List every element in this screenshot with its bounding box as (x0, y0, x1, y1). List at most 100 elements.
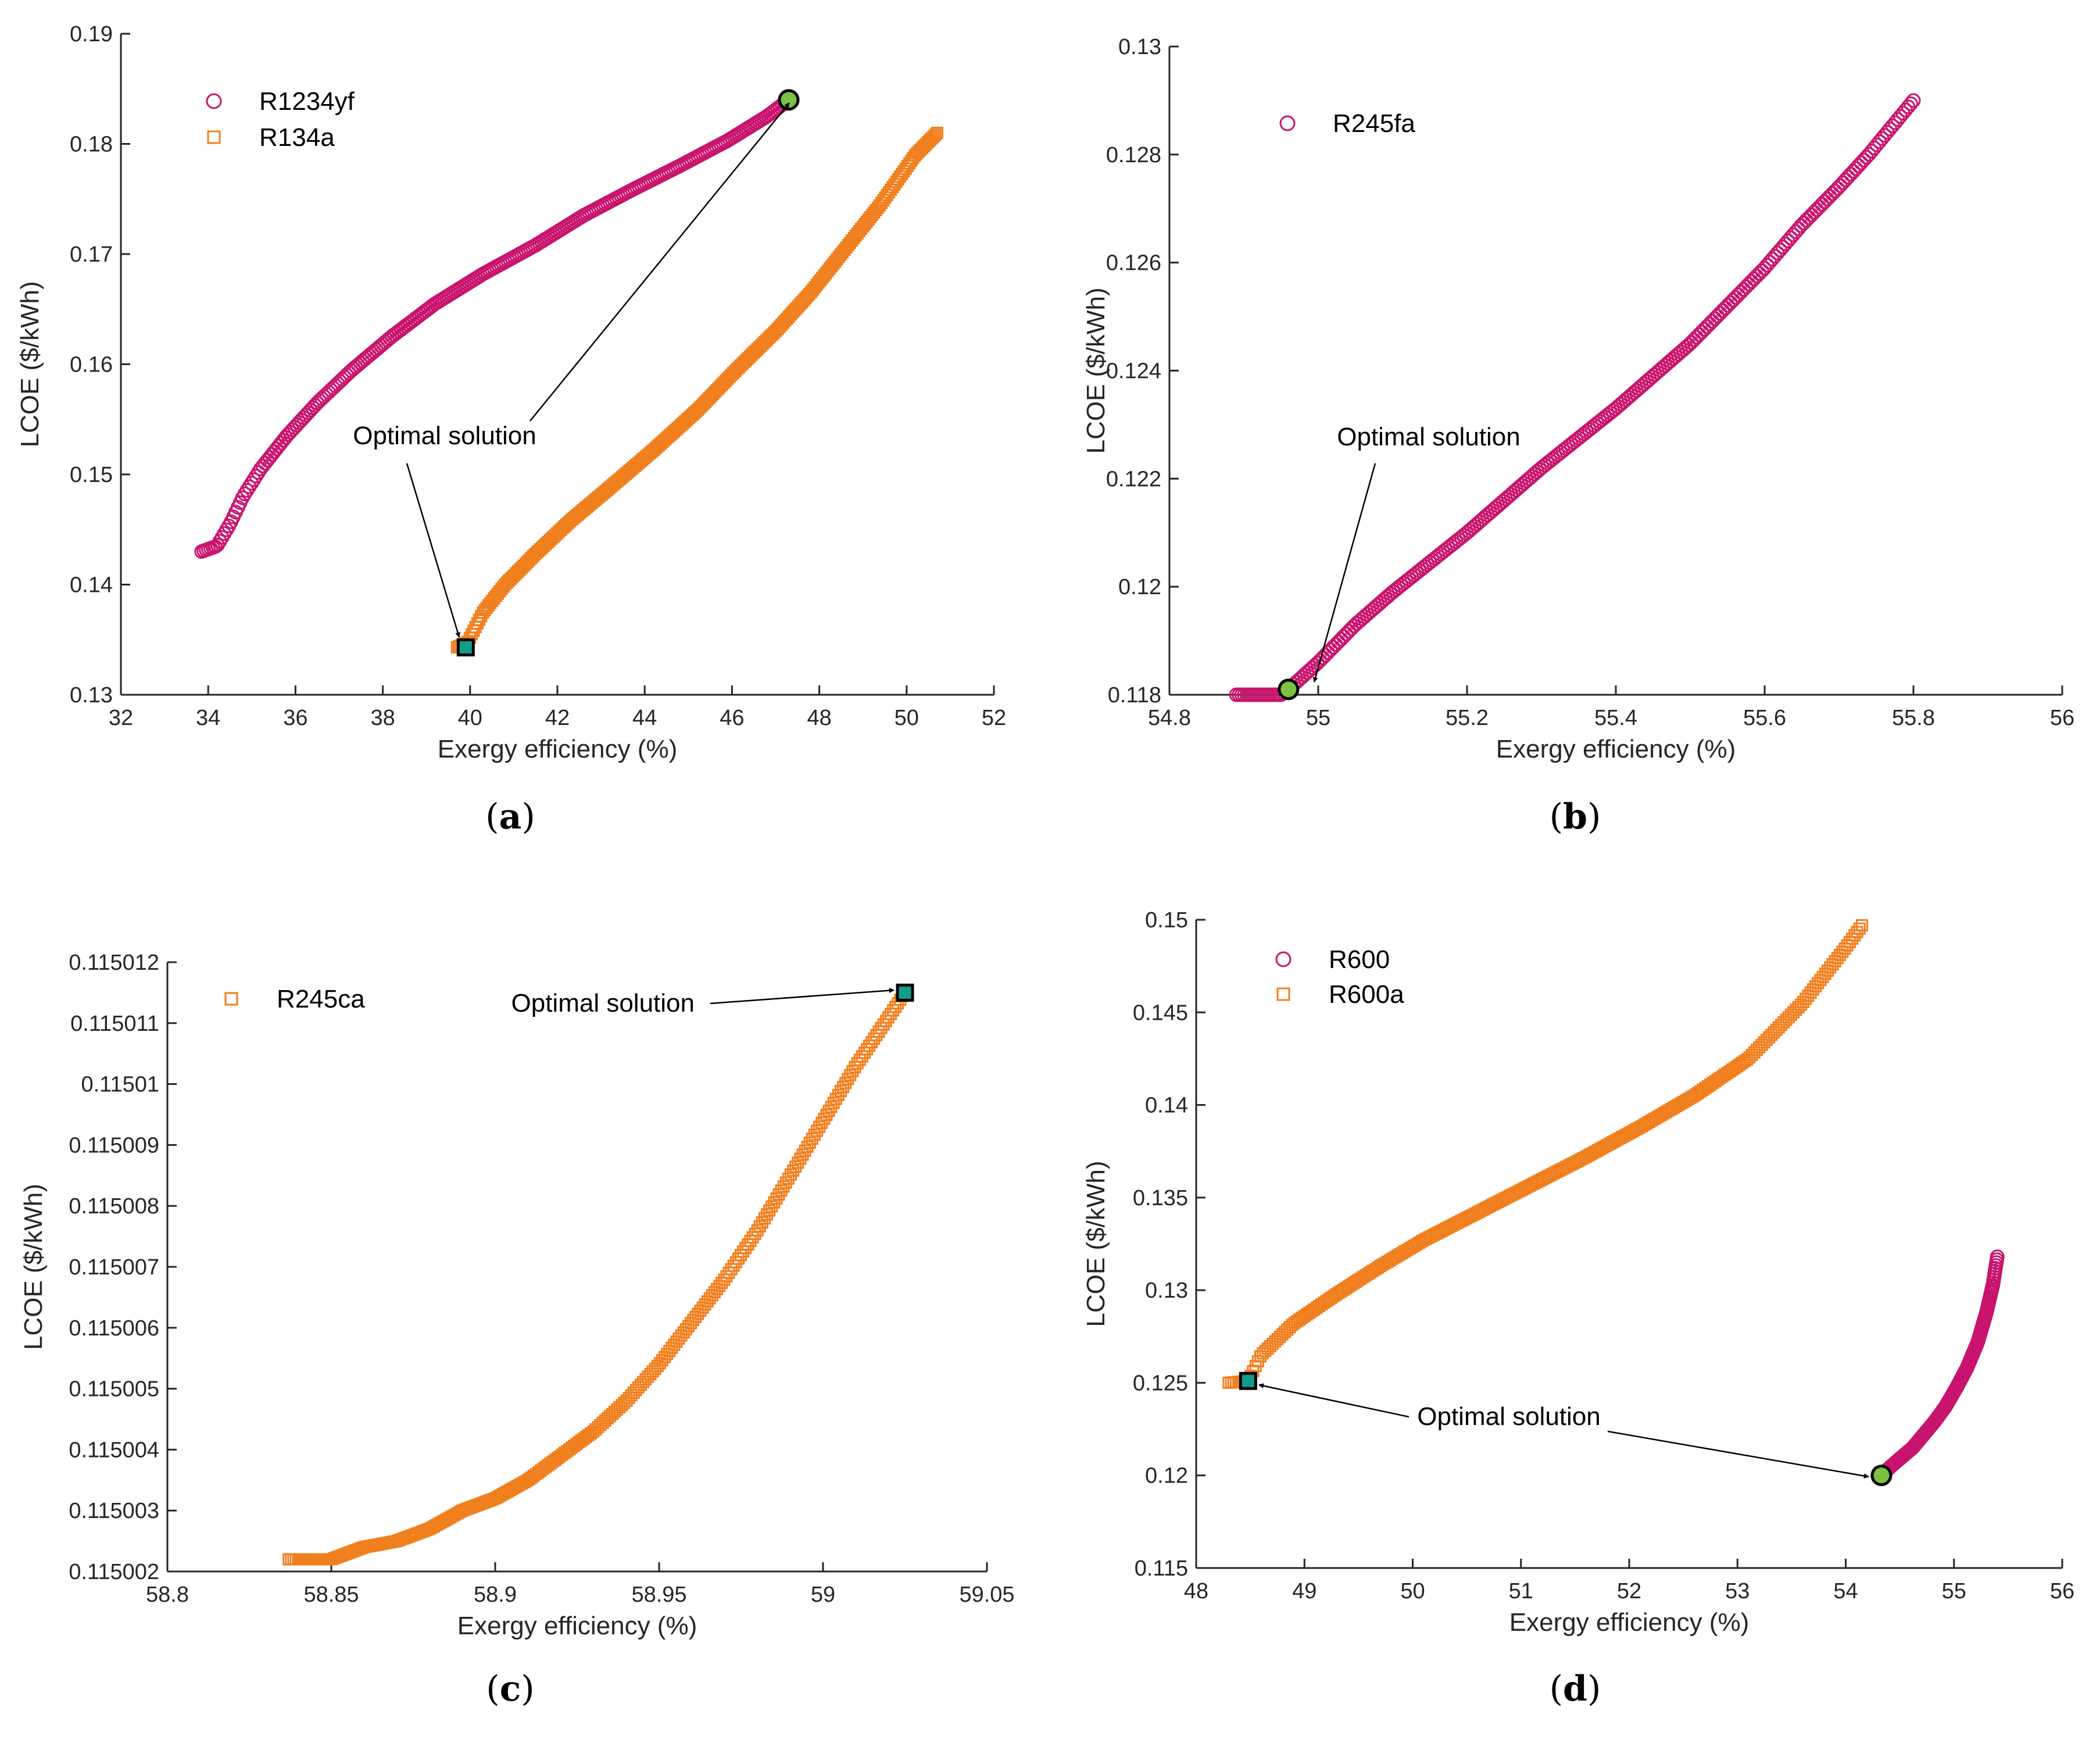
data-point (1817, 194, 1832, 209)
series-R245fa (1229, 93, 1921, 702)
data-point (1681, 337, 1696, 352)
data-point (1326, 640, 1341, 655)
data-point (1723, 295, 1738, 310)
x-tick-label: 54 (1833, 1579, 1858, 1603)
optimal-solution-marker (456, 638, 475, 657)
data-point (1796, 215, 1811, 230)
caption-open-paren: ( (486, 1669, 499, 1709)
y-tick-label: 0.14 (1145, 1094, 1188, 1118)
x-tick-label: 50 (895, 706, 919, 730)
caption-open-paren: ( (485, 797, 499, 837)
data-point (1700, 319, 1715, 334)
y-tick-label: 0.19 (70, 22, 113, 47)
data-point (239, 483, 255, 498)
y-tick-label: 0.126 (1106, 251, 1161, 276)
x-tick-label: 59 (811, 1583, 835, 1607)
caption-open-paren: ( (1550, 797, 1563, 837)
legend-label: R245fa (1333, 109, 1415, 138)
data-point (1321, 645, 1336, 660)
x-tick-label: 46 (720, 706, 744, 730)
y-tick-label: 0.135 (1133, 1186, 1188, 1210)
data-point (1689, 330, 1704, 345)
data-point (1749, 269, 1764, 284)
x-tick-label: 55 (1942, 1579, 1966, 1603)
data-point (1736, 282, 1751, 297)
series-R134a (450, 127, 943, 654)
data-point (1686, 333, 1701, 348)
x-tick-label: 54.8 (1148, 706, 1191, 730)
y-tick-label: 0.15 (1145, 908, 1188, 933)
data-point (1344, 621, 1359, 636)
y-tick-label: 0.15 (70, 463, 113, 487)
data-point (1806, 205, 1822, 220)
chart-panel-a: 32 34 36 38 40 42 44 46 48 50 52 0.13 0.14 0.15 0.16 0.… (16, 22, 1006, 837)
data-point (1820, 191, 1835, 206)
x-tick-label: 56 (2050, 1579, 2074, 1603)
x-tick-label: 44 (632, 706, 657, 730)
y-tick-label: 0.17 (70, 242, 113, 267)
legend-marker-R245fa (1279, 115, 1296, 131)
legend: R245ca (224, 985, 365, 1013)
annotation-optimal-solution: Optimal solution (511, 989, 695, 1017)
legend-marker-R600 (1275, 951, 1292, 967)
data-point (1307, 658, 1322, 673)
y-tick-label: 0.12 (1145, 1464, 1188, 1488)
optimal-solution-marker (1278, 678, 1300, 701)
y-axis-label: LCOE ($/kWh) (1082, 287, 1110, 453)
optimal-solution-marker (1870, 1465, 1892, 1487)
chart-panel-c: 58.8 58.85 58.9 58.95 59 59.05 0.115002 0.11500… (19, 951, 1015, 1709)
optimal-solution-marker (1239, 1371, 1257, 1390)
y-tick-label: 0.125 (1133, 1371, 1188, 1395)
annotation-arrow (1607, 1430, 1869, 1479)
y-tick-label: 0.115003 (69, 1499, 159, 1523)
data-point (1679, 340, 1694, 355)
optimal-solution-marker (896, 983, 914, 1002)
series-R245ca (282, 986, 911, 1566)
x-tick-label: 50 (1400, 1579, 1425, 1603)
data-point (1906, 93, 1921, 108)
y-tick-label: 0.115007 (69, 1255, 159, 1280)
y-tick-label: 0.18 (70, 133, 113, 157)
panel-caption: (a) (485, 797, 535, 837)
x-tick-label: 32 (109, 706, 133, 730)
data-point (931, 127, 943, 140)
data-point (1855, 919, 1868, 932)
x-tick-label: 58.8 (146, 1583, 189, 1607)
x-tick-label: 59.05 (959, 1583, 1014, 1607)
data-point (237, 487, 252, 502)
series-R600 (1874, 1249, 2005, 1483)
data-point (1715, 303, 1730, 318)
annotation-arrow (406, 463, 460, 638)
y-tick-label: 0.115012 (69, 951, 159, 975)
x-tick-label: 58.9 (474, 1583, 517, 1607)
data-point (1339, 626, 1354, 641)
data-point (1904, 96, 1919, 111)
y-axis-label: LCOE ($/kWh) (16, 281, 44, 447)
y-tick-label: 0.115008 (69, 1194, 159, 1219)
legend: R1234yf R134a (206, 87, 355, 152)
annotation-optimal-solution: Optimal solution (1417, 1402, 1600, 1431)
data-point (1720, 298, 1736, 313)
y-tick-label: 0.115002 (69, 1560, 159, 1584)
y-tick-label: 0.14 (70, 573, 113, 598)
y-tick-label: 0.13 (70, 683, 113, 708)
x-tick-label: 55 (1306, 706, 1330, 730)
x-tick-label: 58.95 (631, 1583, 686, 1607)
data-point (1341, 624, 1357, 639)
x-tick-label: 53 (1725, 1579, 1750, 1603)
x-tick-label: 34 (196, 706, 220, 730)
x-axis-label: Exergy efficiency (%) (1496, 735, 1736, 763)
data-point (1336, 629, 1351, 644)
panel-caption: (d) (1550, 1669, 1601, 1709)
data-point (1801, 210, 1816, 225)
data-point (1318, 648, 1333, 663)
x-tick-label: 36 (283, 706, 307, 730)
y-tick-label: 0.115011 (70, 1012, 159, 1036)
legend: R600 R600a (1275, 945, 1404, 1009)
data-point (1710, 309, 1725, 324)
data-point (1312, 653, 1328, 668)
y-tick-label: 0.145 (1133, 1001, 1188, 1025)
data-point (1799, 213, 1814, 228)
x-tick-label: 56 (2050, 706, 2074, 730)
y-tick-label: 0.13 (1118, 35, 1161, 59)
